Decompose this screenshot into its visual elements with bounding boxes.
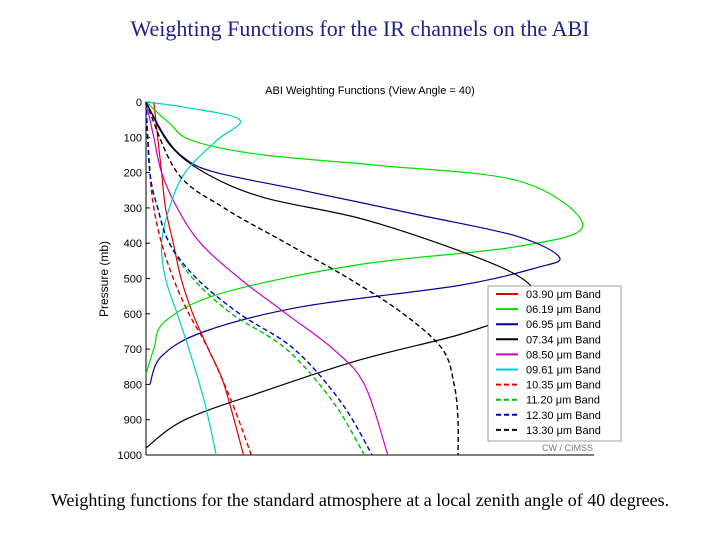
y-tick-label: 500 [124, 274, 142, 286]
y-tick-label: 300 [124, 203, 142, 215]
series-line-10 [145, 101, 459, 456]
legend-label: 09.61 μm Band [526, 365, 601, 377]
y-tick-label: 0 [136, 97, 142, 109]
series-line-4 [145, 101, 537, 449]
legend-box [487, 285, 622, 442]
series-line-5 [145, 101, 389, 456]
legend-label: 13.30 μm Band [526, 425, 601, 437]
legend-label: 07.34 μm Band [526, 334, 601, 346]
y-tick-label: 400 [124, 238, 142, 250]
legend-label: 06.95 μm Band [526, 319, 601, 331]
legend-label: 08.50 μm Band [526, 349, 601, 361]
legend-label: 11.20 μm Band [526, 395, 600, 407]
series-line-9 [145, 101, 373, 456]
legend-label: 03.90 μm Band [526, 289, 601, 301]
series-line-1 [153, 101, 245, 456]
legend-label: 12.30 μm Band [526, 410, 601, 422]
chart-title: ABI Weighting Functions (View Angle = 40… [265, 85, 475, 97]
y-axis-label: Pressure (mb) [97, 241, 111, 317]
credit-label: CW / CIMSS [542, 443, 593, 453]
y-tick-label: 800 [124, 379, 142, 391]
legend: 03.90 μm Band 06.19 μm Band 06.95 μm Band 0… [487, 285, 622, 442]
y-tick-label: 1000 [118, 450, 142, 462]
legend-label: 10.35 μm Band [526, 380, 601, 392]
figure-caption: Weighting functions for the standard atm… [50, 490, 670, 510]
legend-label: 06.19 μm Band [526, 304, 601, 316]
series-line-6 [145, 101, 242, 456]
y-tick-label: 200 [124, 168, 142, 180]
slide-title: Weighting Functions for the IR channels … [130, 16, 590, 41]
y-tick-label: 700 [124, 344, 142, 356]
axes: 0 100 200 300 400 500 600 700 800 900 1000 [118, 97, 594, 462]
y-tick-label: 900 [124, 415, 142, 427]
series-line-7 [145, 101, 252, 456]
series-line-2 [145, 101, 584, 374]
y-tick-label: 600 [124, 309, 142, 321]
y-tick-label: 100 [124, 132, 142, 144]
series-line-3 [145, 101, 561, 385]
